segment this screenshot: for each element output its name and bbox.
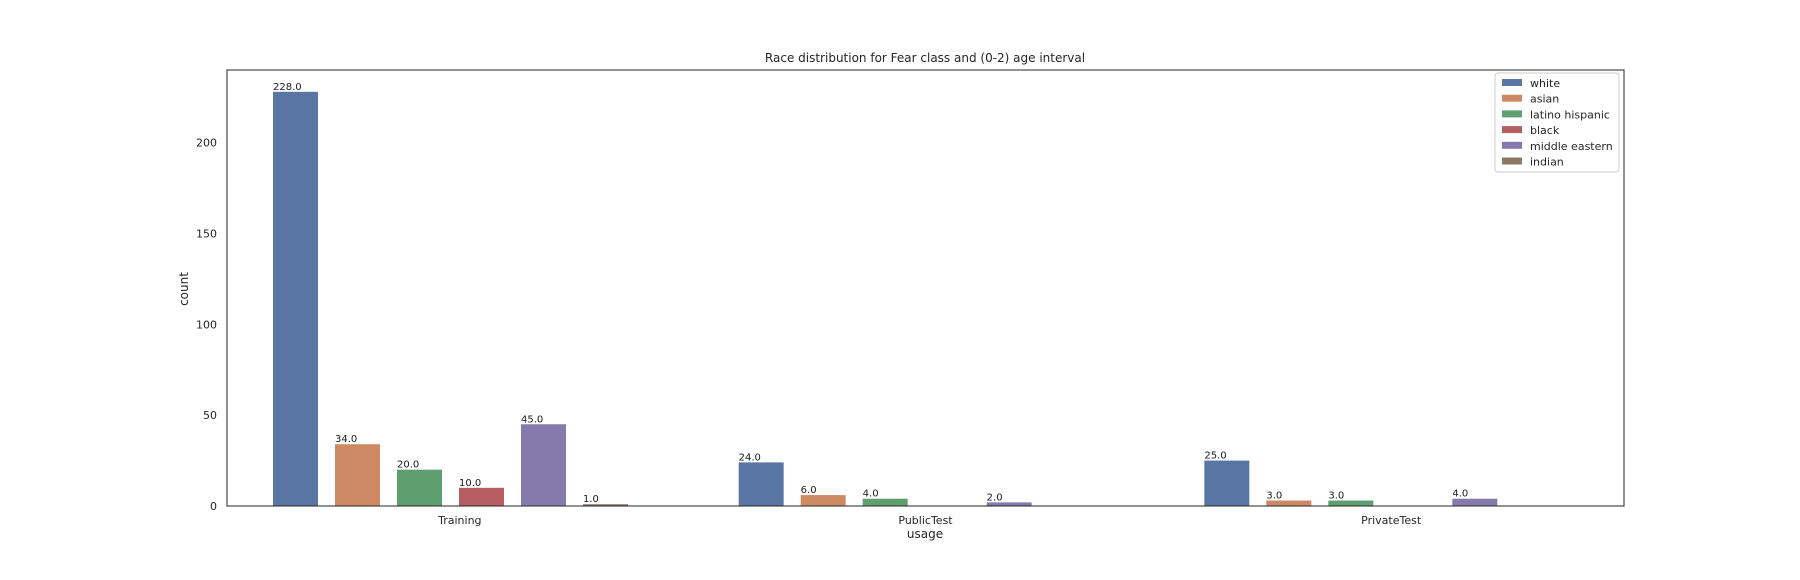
legend-label: latino hispanic xyxy=(1530,108,1610,121)
legend-swatch xyxy=(1502,94,1522,102)
bar-value-label: 3.0 xyxy=(1328,491,1344,502)
legend-label: white xyxy=(1530,77,1560,90)
y-axis-label: count xyxy=(177,272,191,306)
bar-value-label: 4.0 xyxy=(863,489,879,500)
y-ticks-layer: 0 50 100 150 200 xyxy=(196,137,217,513)
legend-label: black xyxy=(1530,124,1560,137)
bar-value-label: 25.0 xyxy=(1204,451,1226,462)
y-tick-label: 50 xyxy=(203,409,217,422)
legend-items: white asian latino hispanic black middle eas… xyxy=(1502,77,1613,169)
bars-layer xyxy=(273,91,1498,507)
legend: white asian latino hispanic black middle eas… xyxy=(1494,72,1620,173)
bar-latino-hispanic-privatetest xyxy=(1328,500,1374,506)
bar-white-training xyxy=(273,91,318,507)
x-tick-label: PublicTest xyxy=(898,514,953,527)
y-tick-label: 150 xyxy=(196,228,217,241)
plot-frame xyxy=(226,69,1625,507)
bar-value-label: 34.0 xyxy=(335,434,357,445)
x-axis-label: usage xyxy=(907,527,943,541)
bar-asian-training xyxy=(335,444,380,506)
legend-label: asian xyxy=(1530,93,1559,106)
bar-value-label: 228.0 xyxy=(273,82,302,93)
legend-swatch xyxy=(1502,110,1522,118)
legend-swatch xyxy=(1502,79,1522,86)
bar-value-label: 6.0 xyxy=(801,485,817,496)
bar-value-label: 2.0 xyxy=(987,492,1003,503)
x-ticks-layer: Training PublicTest PrivateTest xyxy=(437,514,1422,527)
legend-box xyxy=(1494,72,1620,173)
bar-value-label: 3.0 xyxy=(1266,491,1282,502)
bar-labels-layer: 228.0 34.0 20.0 10.0 45.0 1.0 24.0 6.0 4.0 2.0 25.… xyxy=(273,82,1468,505)
bar-asian-publictest xyxy=(800,495,846,506)
y-tick-label: 100 xyxy=(196,318,217,331)
y-tick-label: 0 xyxy=(210,500,217,513)
bar-asian-privatetest xyxy=(1266,500,1312,506)
legend-swatch xyxy=(1502,157,1522,165)
legend-swatch xyxy=(1502,141,1522,149)
legend-swatch xyxy=(1502,126,1522,134)
chart-title: Race distribution for Fear class and (0-… xyxy=(765,51,1085,65)
bar-value-label: 20.0 xyxy=(397,460,419,471)
legend-label: indian xyxy=(1530,156,1564,169)
x-tick-label: Training xyxy=(437,514,481,527)
bar-white-publictest xyxy=(738,462,784,506)
bar-value-label: 45.0 xyxy=(521,414,543,425)
bar-latino-hispanic-training xyxy=(397,469,442,506)
bar-latino-hispanic-publictest xyxy=(862,498,908,506)
bar-white-privatetest xyxy=(1204,460,1250,506)
bar-indian-training xyxy=(583,504,628,506)
bar-value-label: 24.0 xyxy=(739,452,761,463)
bar-value-label: 4.0 xyxy=(1452,489,1468,500)
bar-middle-eastern-publictest xyxy=(986,502,1032,506)
bar-black-training xyxy=(459,487,504,506)
y-tick-label: 200 xyxy=(196,137,217,150)
bar-value-label: 1.0 xyxy=(583,494,599,505)
legend-label: middle eastern xyxy=(1530,140,1613,153)
x-tick-label: PrivateTest xyxy=(1361,514,1422,527)
bar-middle-eastern-training xyxy=(521,424,566,506)
bar-value-label: 10.0 xyxy=(459,478,481,489)
bar-middle-eastern-privatetest xyxy=(1452,498,1498,506)
